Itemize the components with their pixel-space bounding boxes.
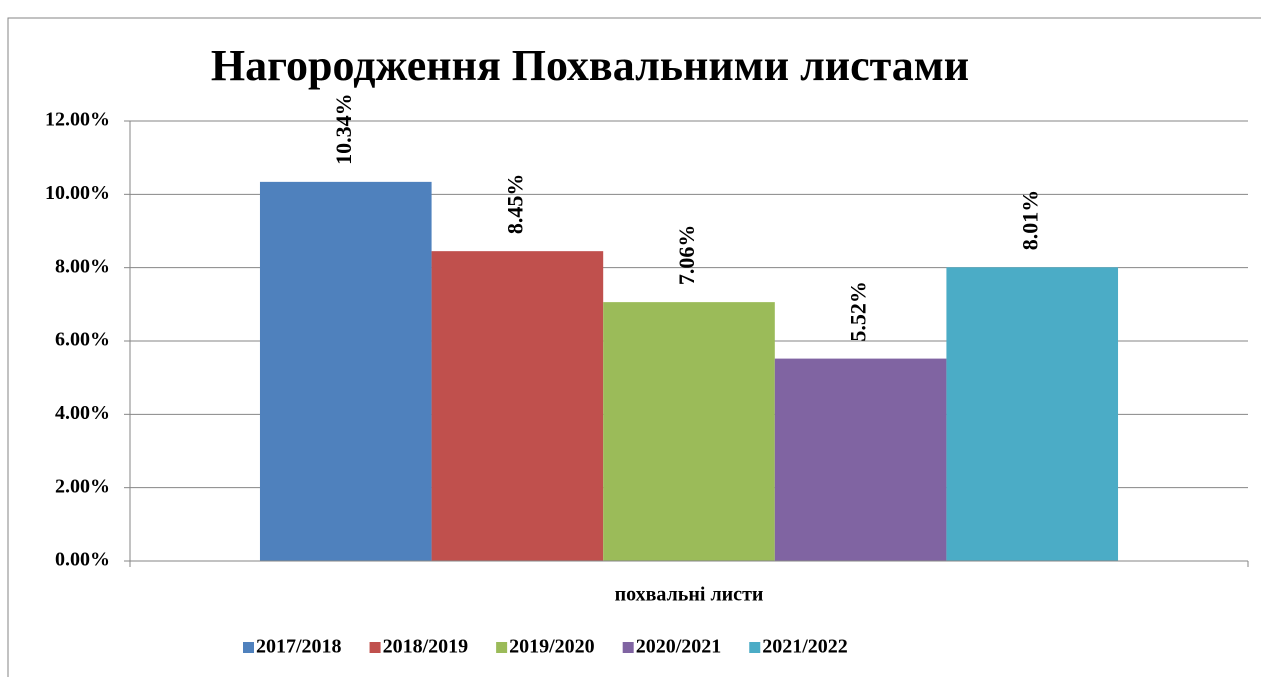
legend-swatch [369,642,381,653]
legend-swatch [496,642,508,653]
y-tick-label: 6.00% [55,329,110,351]
y-tick-label: 8.00% [55,255,110,277]
legend-label: 2019/2020 [509,636,595,658]
legend-label: 2018/2019 [383,636,469,658]
bar [431,251,604,561]
bar [259,181,432,561]
y-tick-label: 0.00% [55,549,110,571]
data-label: 5.52% [846,281,871,342]
data-label: 8.01% [1017,190,1042,251]
legend-label: 2021/2022 [762,636,848,658]
y-tick-label: 12.00% [45,109,110,131]
bar [946,267,1119,561]
chart-border [7,17,1261,682]
y-tick-label: 4.00% [55,402,110,424]
chart-title: Нагородження Похвальними листами [211,41,969,90]
y-tick-label: 2.00% [55,475,110,497]
data-label: 8.45% [502,174,527,235]
legend-swatch [243,642,254,653]
data-label: 10.34% [331,93,356,165]
bar [774,358,947,561]
data-label: 7.06% [674,225,699,286]
legend-swatch [749,642,761,653]
legend-swatch [622,642,634,653]
x-axis-label: похвальні листи [615,584,764,606]
y-tick-label: 10.00% [45,182,110,204]
legend-label: 2020/2021 [636,636,722,658]
bar [603,302,775,561]
legend-label: 2017/2018 [256,636,342,658]
